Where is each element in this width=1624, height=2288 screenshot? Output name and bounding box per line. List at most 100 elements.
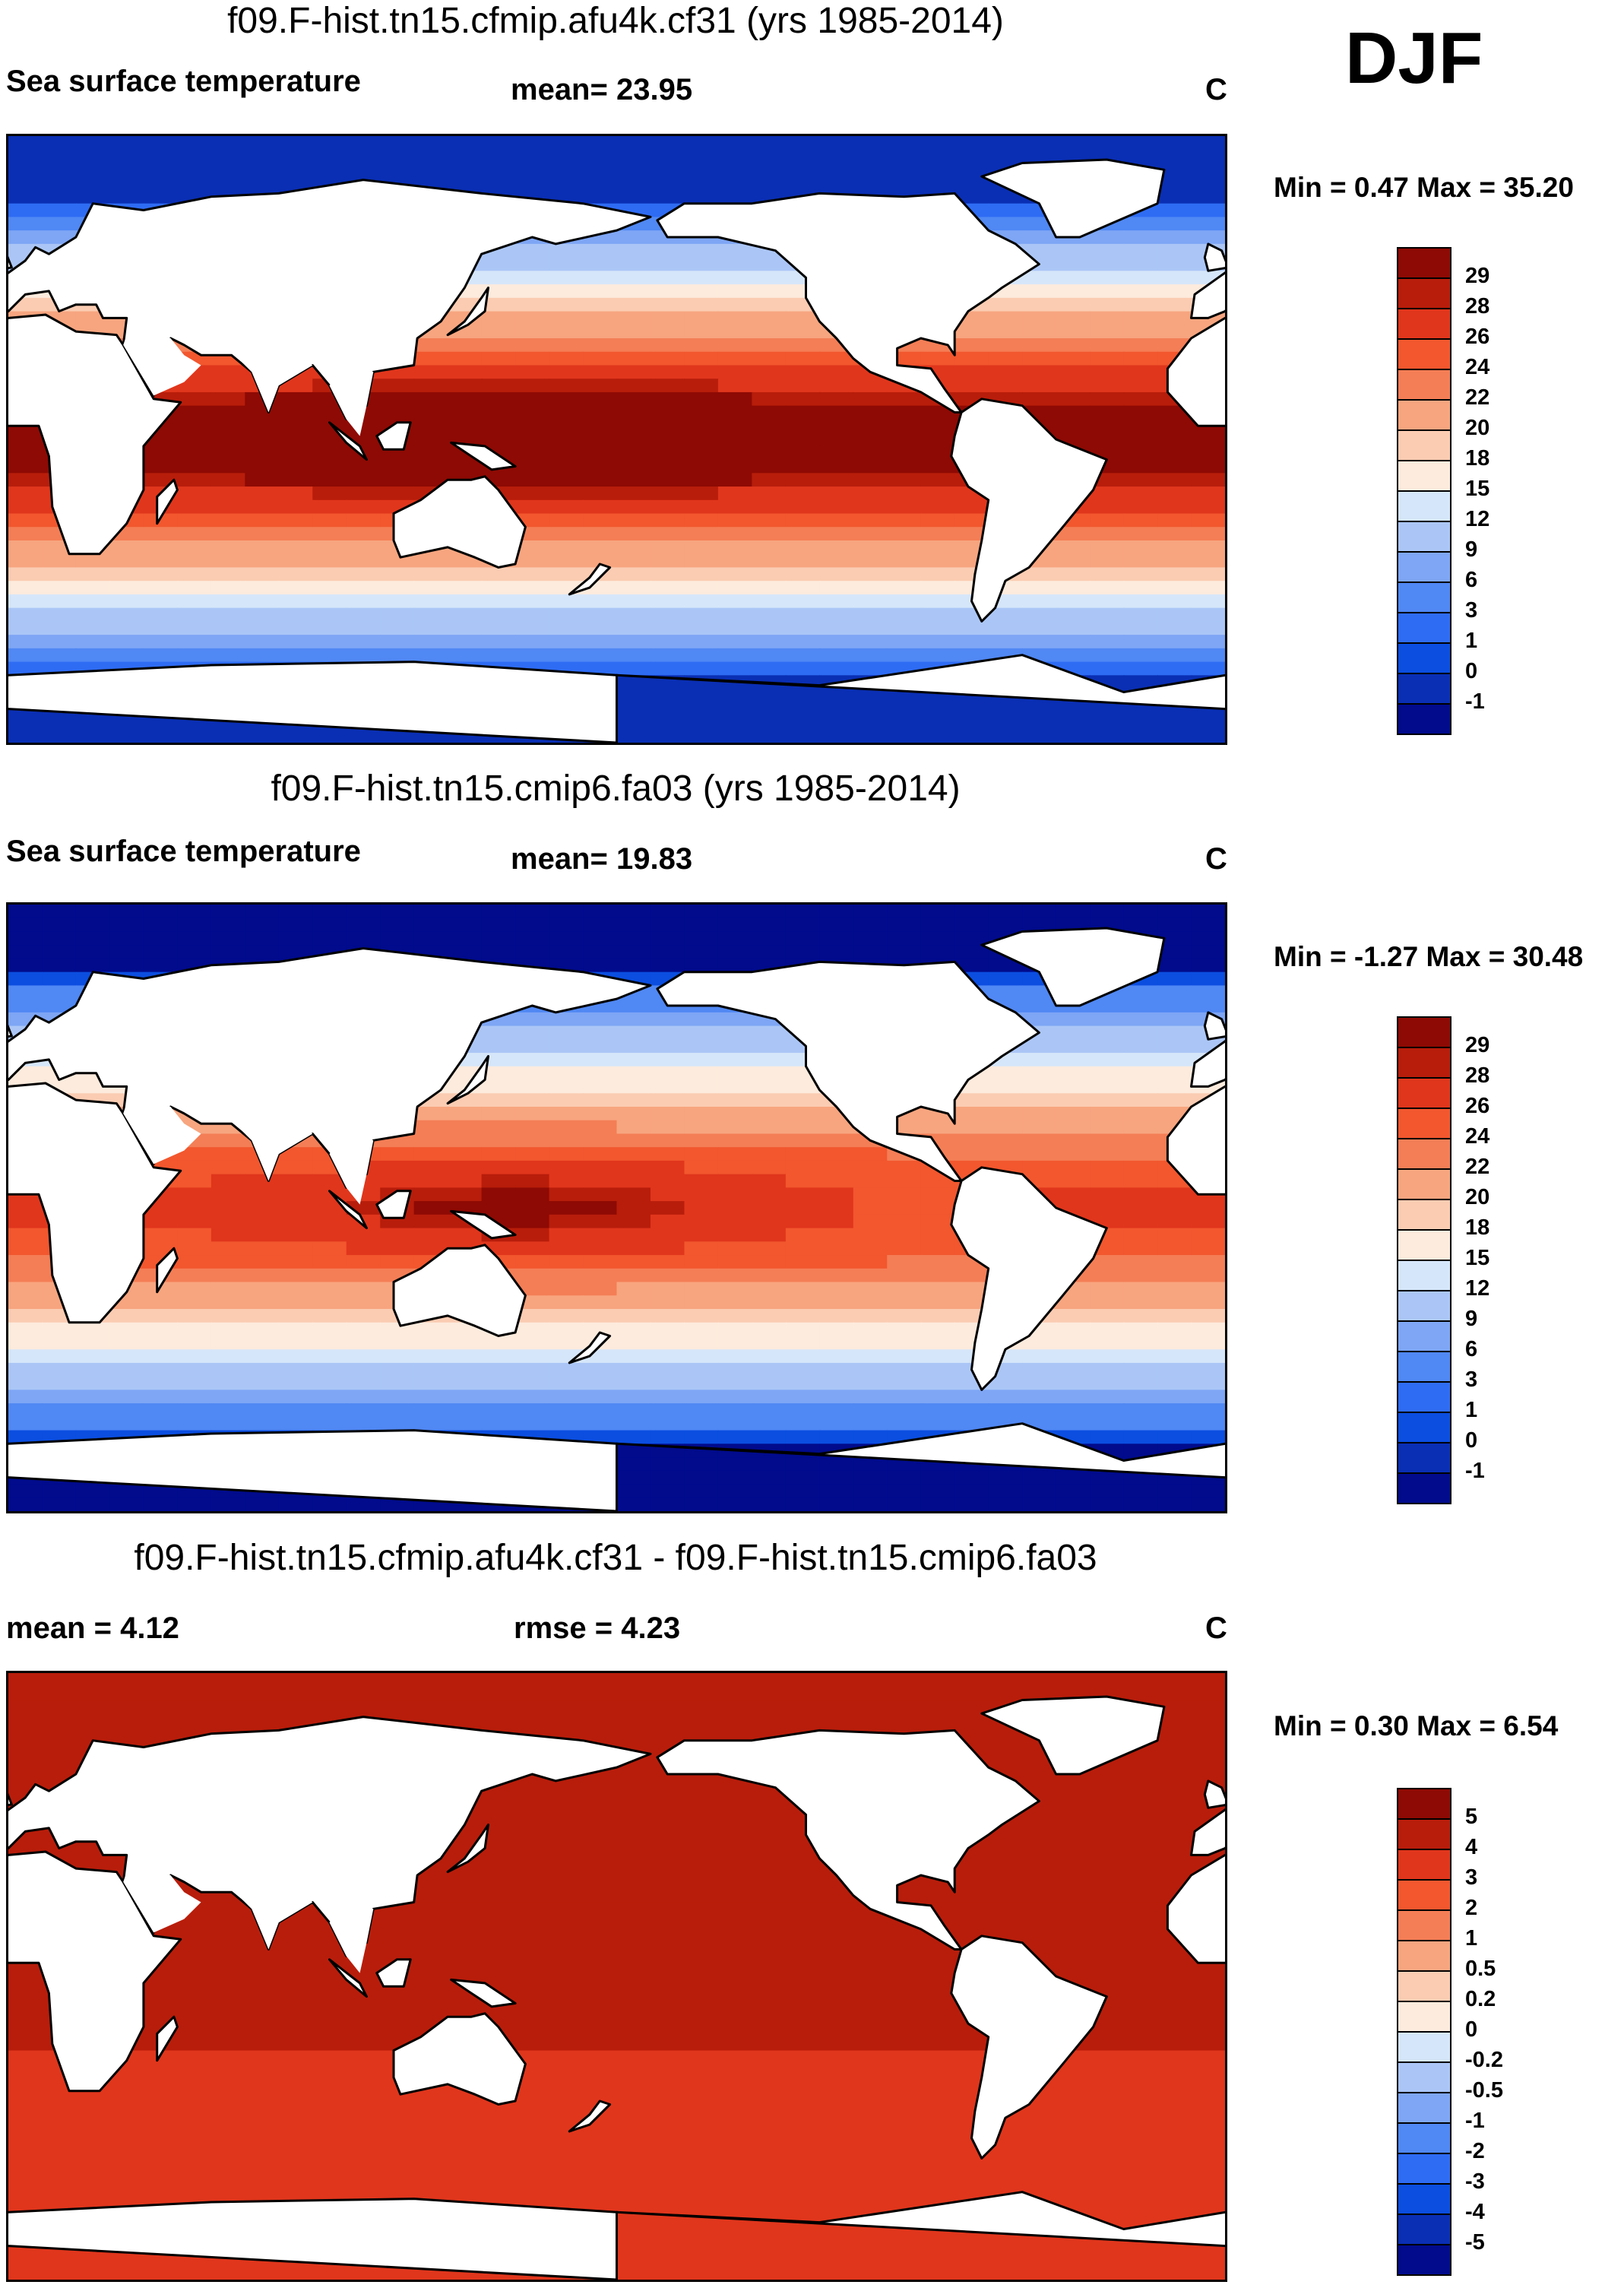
land-africa bbox=[1166, 1085, 1225, 1196]
ocean-cell bbox=[650, 136, 685, 151]
ocean-cell bbox=[549, 567, 584, 582]
ocean-cell bbox=[785, 1416, 821, 1431]
ocean-cell bbox=[413, 1982, 448, 1998]
ocean-cell bbox=[75, 2172, 111, 2186]
ocean-cell bbox=[448, 1888, 483, 1903]
ocean-cell bbox=[853, 1928, 888, 1944]
ocean-cell bbox=[785, 2185, 821, 2200]
ocean-cell bbox=[650, 661, 685, 677]
ocean-cell bbox=[143, 136, 179, 151]
ocean-cell bbox=[312, 917, 347, 933]
ocean-cell bbox=[312, 729, 347, 743]
ocean-cell bbox=[1157, 1241, 1192, 1256]
ocean-cell bbox=[1191, 2185, 1225, 2200]
ocean-cell bbox=[1157, 1862, 1192, 1876]
ocean-cell bbox=[887, 2131, 922, 2146]
ocean-cell bbox=[650, 621, 685, 635]
ocean-cell bbox=[481, 1376, 516, 1391]
ocean-cell bbox=[616, 1053, 651, 1067]
ocean-cell bbox=[752, 2064, 787, 2078]
ocean-cell bbox=[988, 985, 1023, 1000]
ocean-cell bbox=[853, 473, 888, 487]
ocean-cell bbox=[245, 1241, 280, 1256]
ocean-cell bbox=[549, 2090, 584, 2106]
ocean-cell bbox=[785, 2104, 821, 2118]
ocean-cell bbox=[650, 729, 685, 743]
ocean-cell bbox=[920, 1282, 956, 1297]
ocean-cell bbox=[954, 2064, 989, 2078]
ocean-cell bbox=[1090, 1025, 1125, 1041]
ocean-cell bbox=[109, 581, 144, 595]
ocean-cell bbox=[752, 1416, 787, 1431]
ocean-cell bbox=[211, 917, 246, 933]
ocean-cell bbox=[177, 405, 212, 420]
ocean-cell bbox=[819, 1133, 854, 1148]
ocean-cell bbox=[1123, 1443, 1158, 1458]
ocean-cell bbox=[75, 1497, 111, 1511]
ocean-cell bbox=[853, 1309, 888, 1323]
ocean-cell bbox=[1191, 971, 1225, 987]
ocean-cell bbox=[785, 607, 821, 623]
ocean-cell bbox=[515, 1147, 550, 1161]
ocean-cell bbox=[752, 1228, 787, 1243]
ocean-cell bbox=[650, 1255, 685, 1269]
ocean-cell bbox=[8, 917, 43, 933]
ocean-cell bbox=[549, 486, 584, 501]
ocean-cell bbox=[515, 2185, 550, 2200]
ocean-cell bbox=[887, 553, 922, 569]
ocean-cell bbox=[1090, 257, 1125, 272]
ocean-cell bbox=[954, 1875, 989, 1890]
ocean-cell bbox=[650, 1982, 685, 1998]
ocean-cell bbox=[278, 1673, 314, 1687]
ocean-cell bbox=[616, 1956, 651, 1970]
ocean-cell bbox=[853, 445, 888, 461]
ocean-cell bbox=[1123, 379, 1158, 393]
ocean-cell bbox=[819, 365, 854, 379]
ocean-cell bbox=[616, 1673, 651, 1687]
ocean-cell bbox=[717, 1942, 753, 1957]
ocean-cell bbox=[650, 486, 685, 501]
ocean-cell bbox=[312, 1982, 347, 1998]
ocean-cell bbox=[549, 2036, 584, 2052]
ocean-cell bbox=[1157, 486, 1192, 501]
ocean-cell bbox=[920, 433, 956, 447]
ocean-cell bbox=[616, 540, 651, 555]
ocean-cell bbox=[616, 1322, 651, 1337]
ocean-cell bbox=[1056, 1336, 1091, 1350]
ocean-cell bbox=[278, 527, 314, 541]
ocean-cell bbox=[752, 338, 787, 353]
ocean-cell bbox=[211, 1228, 246, 1243]
ocean-cell bbox=[920, 1201, 956, 1215]
ocean-cell bbox=[752, 1970, 787, 1984]
ocean-cell bbox=[515, 648, 550, 663]
season-label: DJF bbox=[1345, 17, 1483, 99]
ocean-cell bbox=[684, 2090, 719, 2106]
ocean-cell bbox=[616, 2077, 651, 2092]
ocean-cell bbox=[954, 958, 989, 973]
ocean-cell bbox=[515, 499, 550, 515]
ocean-cell bbox=[481, 311, 516, 326]
ocean-cell bbox=[346, 581, 381, 595]
ocean-cell bbox=[312, 1390, 347, 1404]
ocean-cell bbox=[1056, 1848, 1091, 1863]
ocean-cell bbox=[819, 1982, 854, 1998]
ocean-cell bbox=[717, 1214, 753, 1229]
ocean-cell bbox=[650, 176, 685, 191]
ocean-cell bbox=[1022, 325, 1057, 339]
ocean-cell bbox=[684, 1174, 719, 1189]
ocean-cell bbox=[1157, 149, 1192, 164]
ocean-cell bbox=[1056, 2172, 1091, 2186]
ocean-cell bbox=[752, 1390, 787, 1404]
ocean-cell bbox=[1090, 1012, 1125, 1027]
ocean-cell bbox=[1022, 1808, 1057, 1822]
ocean-cell bbox=[75, 945, 111, 959]
ocean-cell bbox=[684, 2010, 719, 2024]
ocean-cell bbox=[583, 917, 618, 933]
ocean-cell bbox=[717, 2077, 753, 2092]
ocean-cell bbox=[920, 1970, 956, 1984]
ocean-cell bbox=[1157, 1322, 1192, 1337]
ocean-cell bbox=[853, 1942, 888, 1957]
ocean-cell bbox=[413, 1686, 448, 1701]
ocean-cell bbox=[549, 1282, 584, 1297]
ocean-cell bbox=[448, 2118, 483, 2132]
